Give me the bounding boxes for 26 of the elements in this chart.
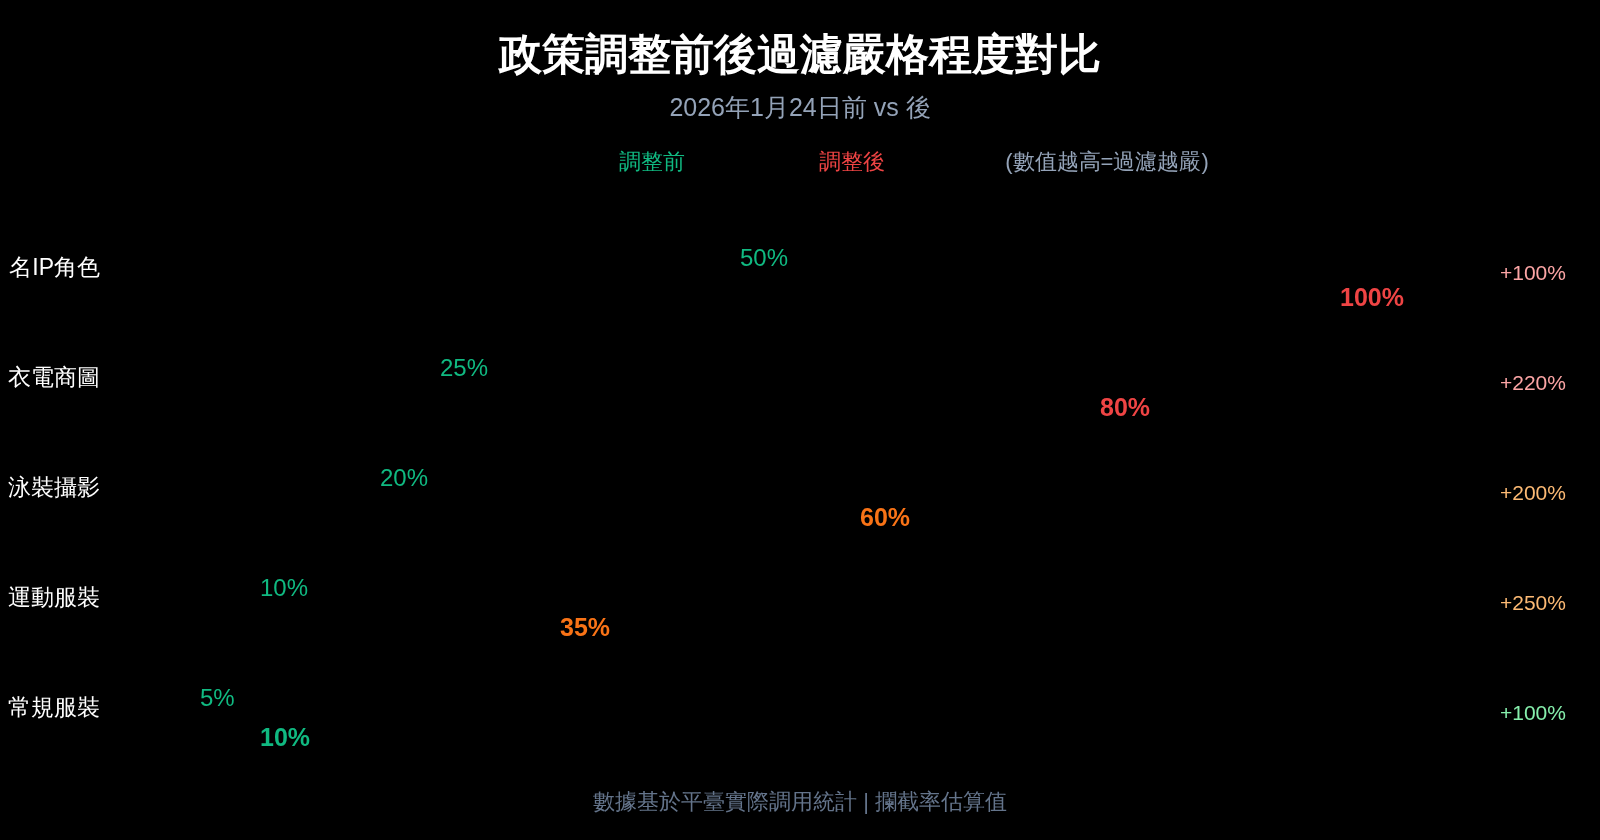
value-label: 10% <box>260 573 309 601</box>
title: 政策調整前後過濾嚴格程度對比 <box>499 30 1101 78</box>
value-label: 100% <box>1340 283 1404 311</box>
value-label: 80% <box>1100 393 1151 421</box>
change-label: +100% <box>1500 260 1566 284</box>
change-label: +200% <box>1500 480 1566 504</box>
value-label: 5% <box>200 683 235 711</box>
change-label: +100% <box>1500 700 1566 724</box>
series-name: 調整後 <box>819 148 885 174</box>
value-label: 25% <box>440 353 489 381</box>
subtitle: 2026年1月24日前 vs 後 <box>669 93 931 121</box>
series-name: 調整前 <box>619 148 685 174</box>
value-label: 50% <box>740 243 789 271</box>
category-label: 常規服裝 <box>8 694 100 720</box>
value-label: 20% <box>380 463 429 491</box>
change-label: +220% <box>1500 370 1566 394</box>
source-note: 數據基於平臺實際調用統計 | 攔截率估算值 <box>593 788 1007 814</box>
category-label: 泳裝攝影 <box>8 474 100 500</box>
value-label: 35% <box>560 613 611 641</box>
category-label: 衣電商圖 <box>8 364 100 390</box>
annotation: (數值越高=過濾越嚴) <box>1005 148 1209 174</box>
category-label: 運動服裝 <box>8 584 100 610</box>
change-label: +250% <box>1500 590 1566 614</box>
value-label: 10% <box>260 723 311 751</box>
value-label: 60% <box>860 503 911 531</box>
category-label: 名IP角色 <box>9 254 100 280</box>
